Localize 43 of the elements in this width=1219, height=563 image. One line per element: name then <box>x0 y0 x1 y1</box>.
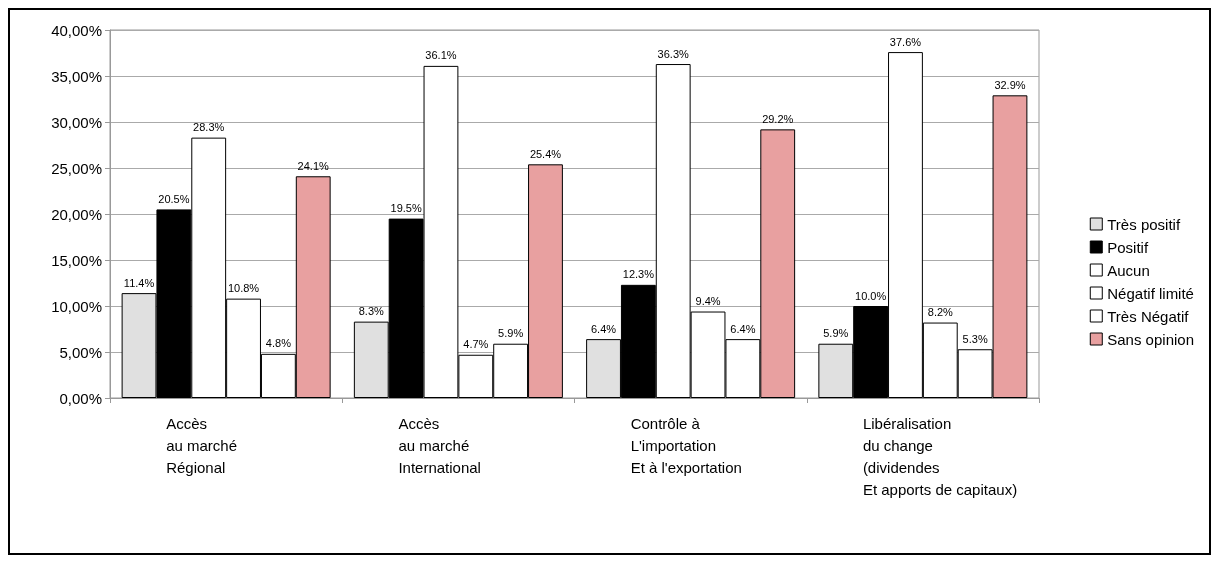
data-label: 6.4% <box>590 322 617 335</box>
data-label: 36.3% <box>657 47 690 60</box>
data-label: 36.1% <box>425 49 457 62</box>
legend-label: Positif <box>1107 238 1149 256</box>
data-label: 24.1% <box>297 159 330 172</box>
data-label: 28.3% <box>193 121 225 134</box>
data-label: 4.8% <box>265 337 292 350</box>
data-label: 12.3% <box>622 268 655 281</box>
data-label: 25.4% <box>529 147 562 160</box>
y-tick-label: 15,00% <box>51 251 102 269</box>
data-label: 9.4% <box>695 295 721 308</box>
data-label: 10.8% <box>227 282 260 295</box>
legend-label: Sans opinion <box>1107 330 1194 348</box>
data-label: 20.5% <box>158 192 190 205</box>
data-label: 19.5% <box>390 202 422 215</box>
legend-label: Négatif limité <box>1107 284 1194 302</box>
y-tick-label: 0,00% <box>59 389 102 407</box>
x-tick-label: Libéralisation du change (dividendes Et apports de capitaux) <box>862 414 1018 498</box>
y-tick-label: 40,00% <box>51 21 102 39</box>
y-tick-label: 30,00% <box>51 113 102 131</box>
data-label: 5.9% <box>823 327 849 340</box>
y-tick-label: 35,00% <box>51 67 102 85</box>
y-tick-label: 5,00% <box>59 343 102 361</box>
data-label: 6.4% <box>730 322 756 335</box>
data-label: 4.7% <box>463 338 489 351</box>
data-label: 37.6% <box>889 35 922 48</box>
y-tick-label: 10,00% <box>51 297 102 315</box>
y-tick-label: 20,00% <box>51 205 102 223</box>
legend-label: Aucun <box>1107 261 1150 279</box>
x-tick-label: Accès au marché Régional <box>166 414 237 476</box>
legend-label: Très positif <box>1107 215 1181 233</box>
data-label: 29.2% <box>762 112 794 125</box>
data-label: 10.0% <box>855 289 887 302</box>
x-tick-label: Contrôle à L'importation Et à l'exportation <box>630 414 742 476</box>
data-label: 8.2% <box>927 306 954 319</box>
data-label: 8.3% <box>358 305 385 318</box>
data-label: 5.3% <box>962 332 988 345</box>
x-tick-label: Accès au marché International <box>398 414 481 476</box>
y-tick-label: 25,00% <box>51 159 102 177</box>
data-label: 11.4% <box>123 276 155 289</box>
legend-label: Très Négatif <box>1107 307 1190 325</box>
data-label: 5.9% <box>498 327 524 340</box>
data-label: 32.9% <box>994 78 1026 91</box>
